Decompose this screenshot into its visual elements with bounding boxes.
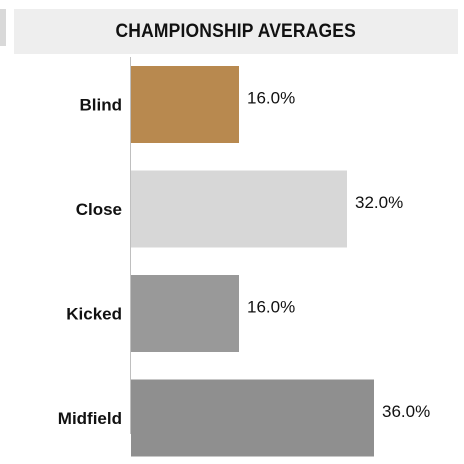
value-label-midfield: 36.0% (382, 402, 430, 421)
bar-close (131, 170, 347, 248)
value-label-kicked: 16.0% (247, 298, 295, 317)
category-label-blind: Blind (80, 96, 123, 115)
value-label-close: 32.0% (355, 193, 403, 212)
chart-title: CHAMPIONSHIP AVERAGES (115, 20, 357, 42)
category-label-close: Close (76, 200, 122, 219)
corner-tab-mark (0, 9, 6, 46)
category-label-kicked: Kicked (66, 305, 122, 324)
value-label-blind: 16.0% (247, 89, 295, 108)
category-label-midfield: Midfield (58, 409, 122, 428)
bar-blind (131, 66, 239, 143)
title-bar: CHAMPIONSHIP AVERAGES (14, 9, 458, 54)
bar-kicked (131, 275, 239, 352)
bar-midfield (131, 379, 374, 457)
